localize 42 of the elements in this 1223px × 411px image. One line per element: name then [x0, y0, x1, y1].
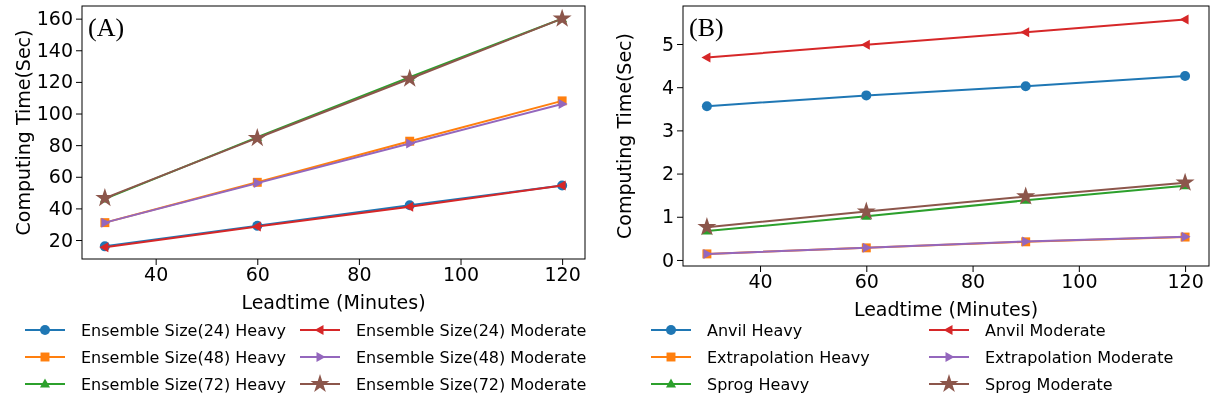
x-tick-label: 60: [245, 263, 270, 286]
annotation: (A): [88, 13, 125, 42]
y-tick-label: 3: [661, 118, 674, 141]
legend-label: Ensemble Size(24) Moderate: [356, 321, 587, 340]
x-tick-label: 80: [960, 270, 986, 293]
legend-label: Sprog Heavy: [707, 375, 810, 394]
legend-label: Ensemble Size(72) Moderate: [356, 375, 587, 394]
x-tick-label: 100: [1061, 270, 1098, 293]
x-tick-label: 100: [442, 263, 480, 286]
x-tick-label: 120: [544, 263, 581, 286]
legend-label: Ensemble Size(48) Heavy: [81, 348, 286, 367]
y-axis-title: Computing Time(Sec): [12, 29, 34, 236]
x-axis-title: Leadtime (Minutes): [853, 298, 1039, 320]
y-tick-label: 100: [36, 102, 73, 125]
y-tick-label: 60: [48, 165, 73, 188]
y-tick-label: 80: [48, 133, 73, 156]
y-tick-label: 40: [48, 196, 73, 219]
y-tick-label: 140: [36, 38, 73, 61]
y-tick-label: 5: [661, 32, 674, 55]
y-tick-label: 4: [661, 75, 674, 98]
y-tick-label: 20: [48, 228, 73, 251]
y-tick-label: 160: [36, 7, 73, 30]
legend-label: Anvil Moderate: [985, 321, 1106, 340]
legend-label: Anvil Heavy: [707, 321, 803, 340]
legend-label: Sprog Moderate: [985, 375, 1113, 394]
y-tick-label: 0: [661, 248, 674, 271]
legend-label: Extrapolation Moderate: [985, 348, 1174, 367]
legend-label: Ensemble Size(24) Heavy: [81, 321, 286, 340]
y-axis-title: Computing Time(Sec): [613, 33, 635, 239]
legend-label: Ensemble Size(48) Moderate: [356, 348, 587, 367]
x-tick-label: 40: [748, 270, 773, 293]
y-tick-label: 2: [661, 162, 674, 185]
legend-label: Extrapolation Heavy: [707, 348, 870, 367]
y-tick-label: 120: [36, 70, 73, 93]
x-tick-label: 80: [347, 263, 372, 286]
x-axis-title: Leadtime (Minutes): [241, 291, 426, 313]
x-tick-label: 120: [1167, 270, 1204, 293]
x-tick-label: 40: [144, 263, 169, 286]
y-tick-label: 1: [661, 205, 674, 228]
legend-label: Ensemble Size(72) Heavy: [81, 375, 286, 394]
annotation: (B): [689, 13, 724, 42]
x-tick-label: 60: [854, 270, 879, 293]
